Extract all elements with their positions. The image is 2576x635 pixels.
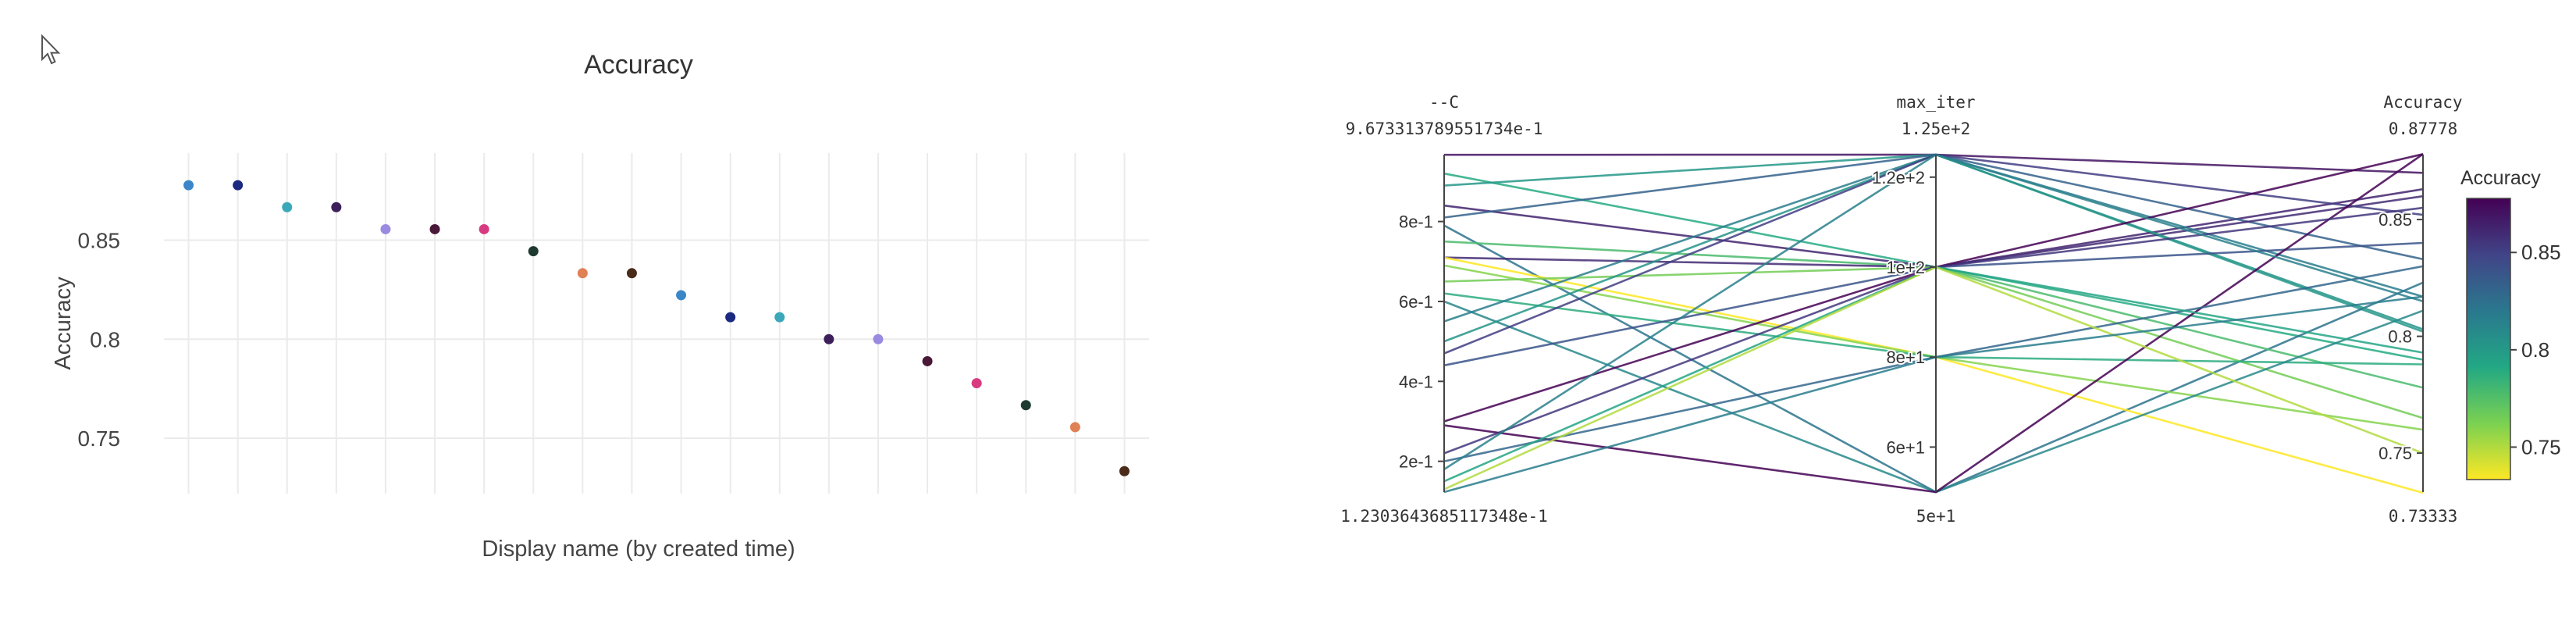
- scatter-svg: 0.75 0.8 0.85 Accuracy Display name (by cr…: [51, 50, 1149, 562]
- colorbar-gradient: [2466, 198, 2511, 480]
- scatter-point[interactable]: [1020, 400, 1031, 411]
- axis-name: Accuracy: [2383, 93, 2462, 112]
- scatter-point[interactable]: [233, 180, 244, 191]
- axis-tick-label: 8e-1: [1399, 212, 1433, 232]
- y-tick-label: 0.85: [78, 229, 121, 253]
- scatter-point[interactable]: [183, 180, 194, 191]
- y-axis-label: Accuracy: [51, 276, 76, 370]
- axis-min-label: 5e+1: [1916, 507, 1956, 526]
- parallel-coordinates-chart: --C 9.673313789551734e-1 1.230364368511734…: [1265, 0, 2576, 631]
- axis-min-label: 0.73333: [2389, 507, 2458, 526]
- chart-title: Accuracy: [584, 50, 693, 80]
- scatter-point[interactable]: [331, 202, 342, 212]
- y-tick-label: 0.75: [78, 426, 121, 451]
- axis-max-label: 1.25e+2: [1902, 120, 1971, 138]
- mouse-pointer-icon: [41, 34, 61, 65]
- parcoords-axes: --C 9.673313789551734e-1 1.230364368511734…: [1340, 93, 2462, 526]
- scatter-point[interactable]: [1069, 422, 1080, 433]
- axis-tick-label: 4e-1: [1399, 372, 1433, 391]
- axis-tick-label: 0.85: [2379, 210, 2412, 230]
- parcoords-line[interactable]: [1443, 266, 2424, 491]
- scatter-point[interactable]: [824, 334, 834, 344]
- axis-min-label: 1.2303643685117348e-1: [1340, 507, 1548, 526]
- scatter-point[interactable]: [479, 223, 489, 234]
- scatter-point[interactable]: [429, 223, 440, 234]
- scatter-point[interactable]: [922, 355, 933, 366]
- scatter-point[interactable]: [577, 268, 588, 279]
- scatter-point[interactable]: [282, 202, 293, 212]
- colorbar-tick-label: 0.75: [2521, 435, 2561, 458]
- axis-tick-label: 1.2e+2: [1872, 168, 1925, 187]
- parcoords-lines: [1443, 153, 2424, 494]
- x-axis-label: Display name (by created time): [482, 537, 795, 562]
- parcoords-line[interactable]: [1443, 264, 2424, 431]
- axis-tick-label: 0.75: [2379, 444, 2412, 463]
- parcoords-svg: --C 9.673313789551734e-1 1.230364368511734…: [1340, 93, 2561, 526]
- colorbar-title: Accuracy: [2460, 167, 2541, 189]
- axis-name: --C: [1429, 93, 1459, 112]
- scatter-point[interactable]: [380, 223, 391, 234]
- accuracy-scatter-chart: 0.75 0.8 0.85 Accuracy Display name (by cr…: [0, 0, 1218, 631]
- axis-tick-label: 6e+1: [1886, 437, 1925, 457]
- colorbar-tick-label: 0.8: [2521, 338, 2549, 362]
- colorbar: Accuracy 0.75 0.8 0.85: [2460, 167, 2561, 480]
- scatter-point[interactable]: [725, 312, 736, 323]
- colorbar-tick-label: 0.85: [2521, 241, 2561, 264]
- scatter-point[interactable]: [626, 268, 637, 279]
- parcoords-line[interactable]: [1443, 153, 2424, 174]
- axis-tick-label: 8e+1: [1886, 348, 1925, 367]
- axis-tick-label: 2e-1: [1399, 452, 1433, 472]
- scatter-points: [183, 180, 1130, 476]
- parcoords-line[interactable]: [1443, 265, 2424, 462]
- scatter-grid: [164, 153, 1149, 494]
- axis-tick-label: 1e+2: [1886, 258, 1925, 277]
- axis-tick-label: 0.8: [2388, 327, 2412, 347]
- scatter-point[interactable]: [676, 290, 687, 301]
- parcoords-line[interactable]: [1443, 266, 2424, 419]
- parcoords-line[interactable]: [1443, 153, 2424, 323]
- scatter-point[interactable]: [971, 378, 982, 389]
- parcoords-line[interactable]: [1443, 153, 2424, 494]
- axis-max-label: 0.87778: [2389, 120, 2458, 138]
- axis-tick-label: 6e-1: [1399, 292, 1433, 312]
- scatter-point[interactable]: [528, 246, 539, 257]
- scatter-point[interactable]: [873, 334, 884, 344]
- scatter-point[interactable]: [774, 312, 785, 323]
- scatter-point[interactable]: [1119, 466, 1130, 476]
- axis-max-label: 9.673313789551734e-1: [1346, 120, 1543, 138]
- scatter-y-ticks: 0.75 0.8 0.85: [78, 229, 121, 451]
- y-tick-label: 0.8: [90, 327, 120, 351]
- parcoords-line[interactable]: [1443, 153, 2424, 261]
- axis-name: max_iter: [1896, 93, 1975, 112]
